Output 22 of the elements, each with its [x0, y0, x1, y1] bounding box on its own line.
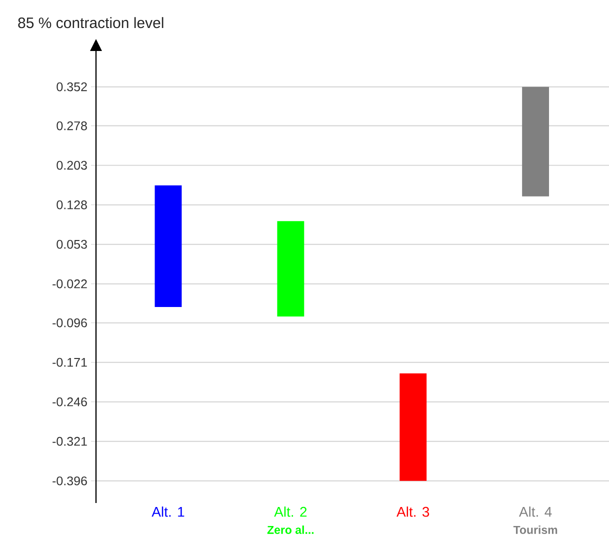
y-tick-label: 0.128: [56, 200, 87, 210]
text: Tourism: [513, 526, 558, 534]
y-tick-label: -0.396: [52, 476, 87, 486]
y-tick-label: 0.278: [56, 121, 87, 130]
y-axis-title: 85 % contraction level: [18, 17, 164, 28]
y-tick-label: 0.203: [56, 160, 87, 170]
x-tick-label: Alt. 4: [518, 506, 552, 517]
y-tick-label: -0.022: [52, 279, 87, 288]
bar: [277, 221, 304, 317]
y-tick-label: -0.096: [52, 318, 87, 328]
x-tick-label: Alt. 1: [152, 506, 184, 517]
bar: [522, 86, 550, 196]
y-tick-label: -0.321: [52, 436, 87, 446]
x-tick-label: Alt. 2: [274, 506, 307, 517]
text: Zero al...: [267, 526, 314, 534]
y-tick-label: -0.171: [52, 358, 87, 367]
y-tick-label: 0.053: [56, 240, 87, 249]
bar: [400, 373, 427, 481]
y-tick-label: 0.352: [56, 82, 87, 92]
bar: [154, 185, 182, 308]
x-tick-label: Alt. 3: [396, 506, 430, 517]
y-tick-label: -0.246: [52, 397, 87, 406]
